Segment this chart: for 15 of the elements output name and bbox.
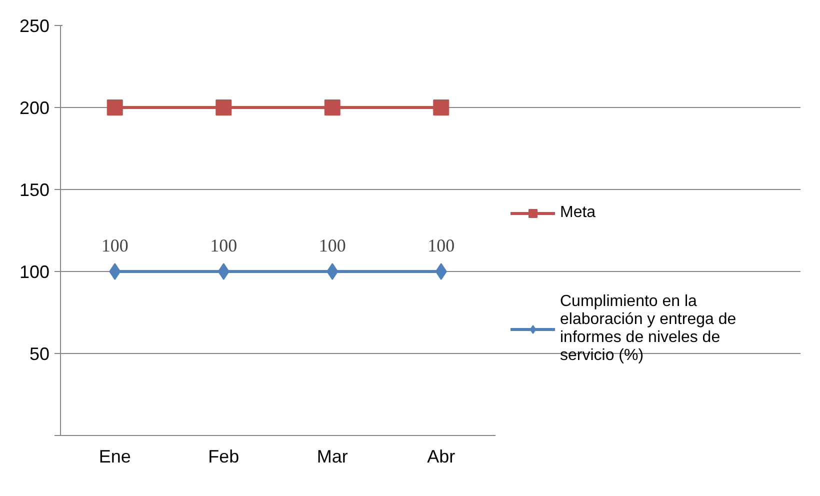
x-tick-label: Ene (98, 446, 131, 466)
x-tick-label: Feb (208, 446, 240, 466)
y-tick-label: 250 (19, 16, 50, 36)
legend-label: Cumplimiento en la elaboración y entrega de informes de niveles de servicio (%) (560, 293, 736, 365)
legend-label: Meta (560, 204, 596, 222)
x-tick-label: Mar (316, 446, 348, 466)
data-label: 100 (428, 236, 455, 256)
y-tick-label: 100 (19, 262, 50, 282)
data-label: 100 (318, 236, 346, 256)
y-tick-label: 200 (19, 98, 50, 118)
y-tick-label: 50 (29, 344, 50, 364)
data-label: 100 (101, 236, 128, 256)
data-label: 100 (210, 236, 238, 256)
x-tick-label: Abr (427, 446, 456, 466)
y-tick-label: 150 (19, 180, 50, 200)
